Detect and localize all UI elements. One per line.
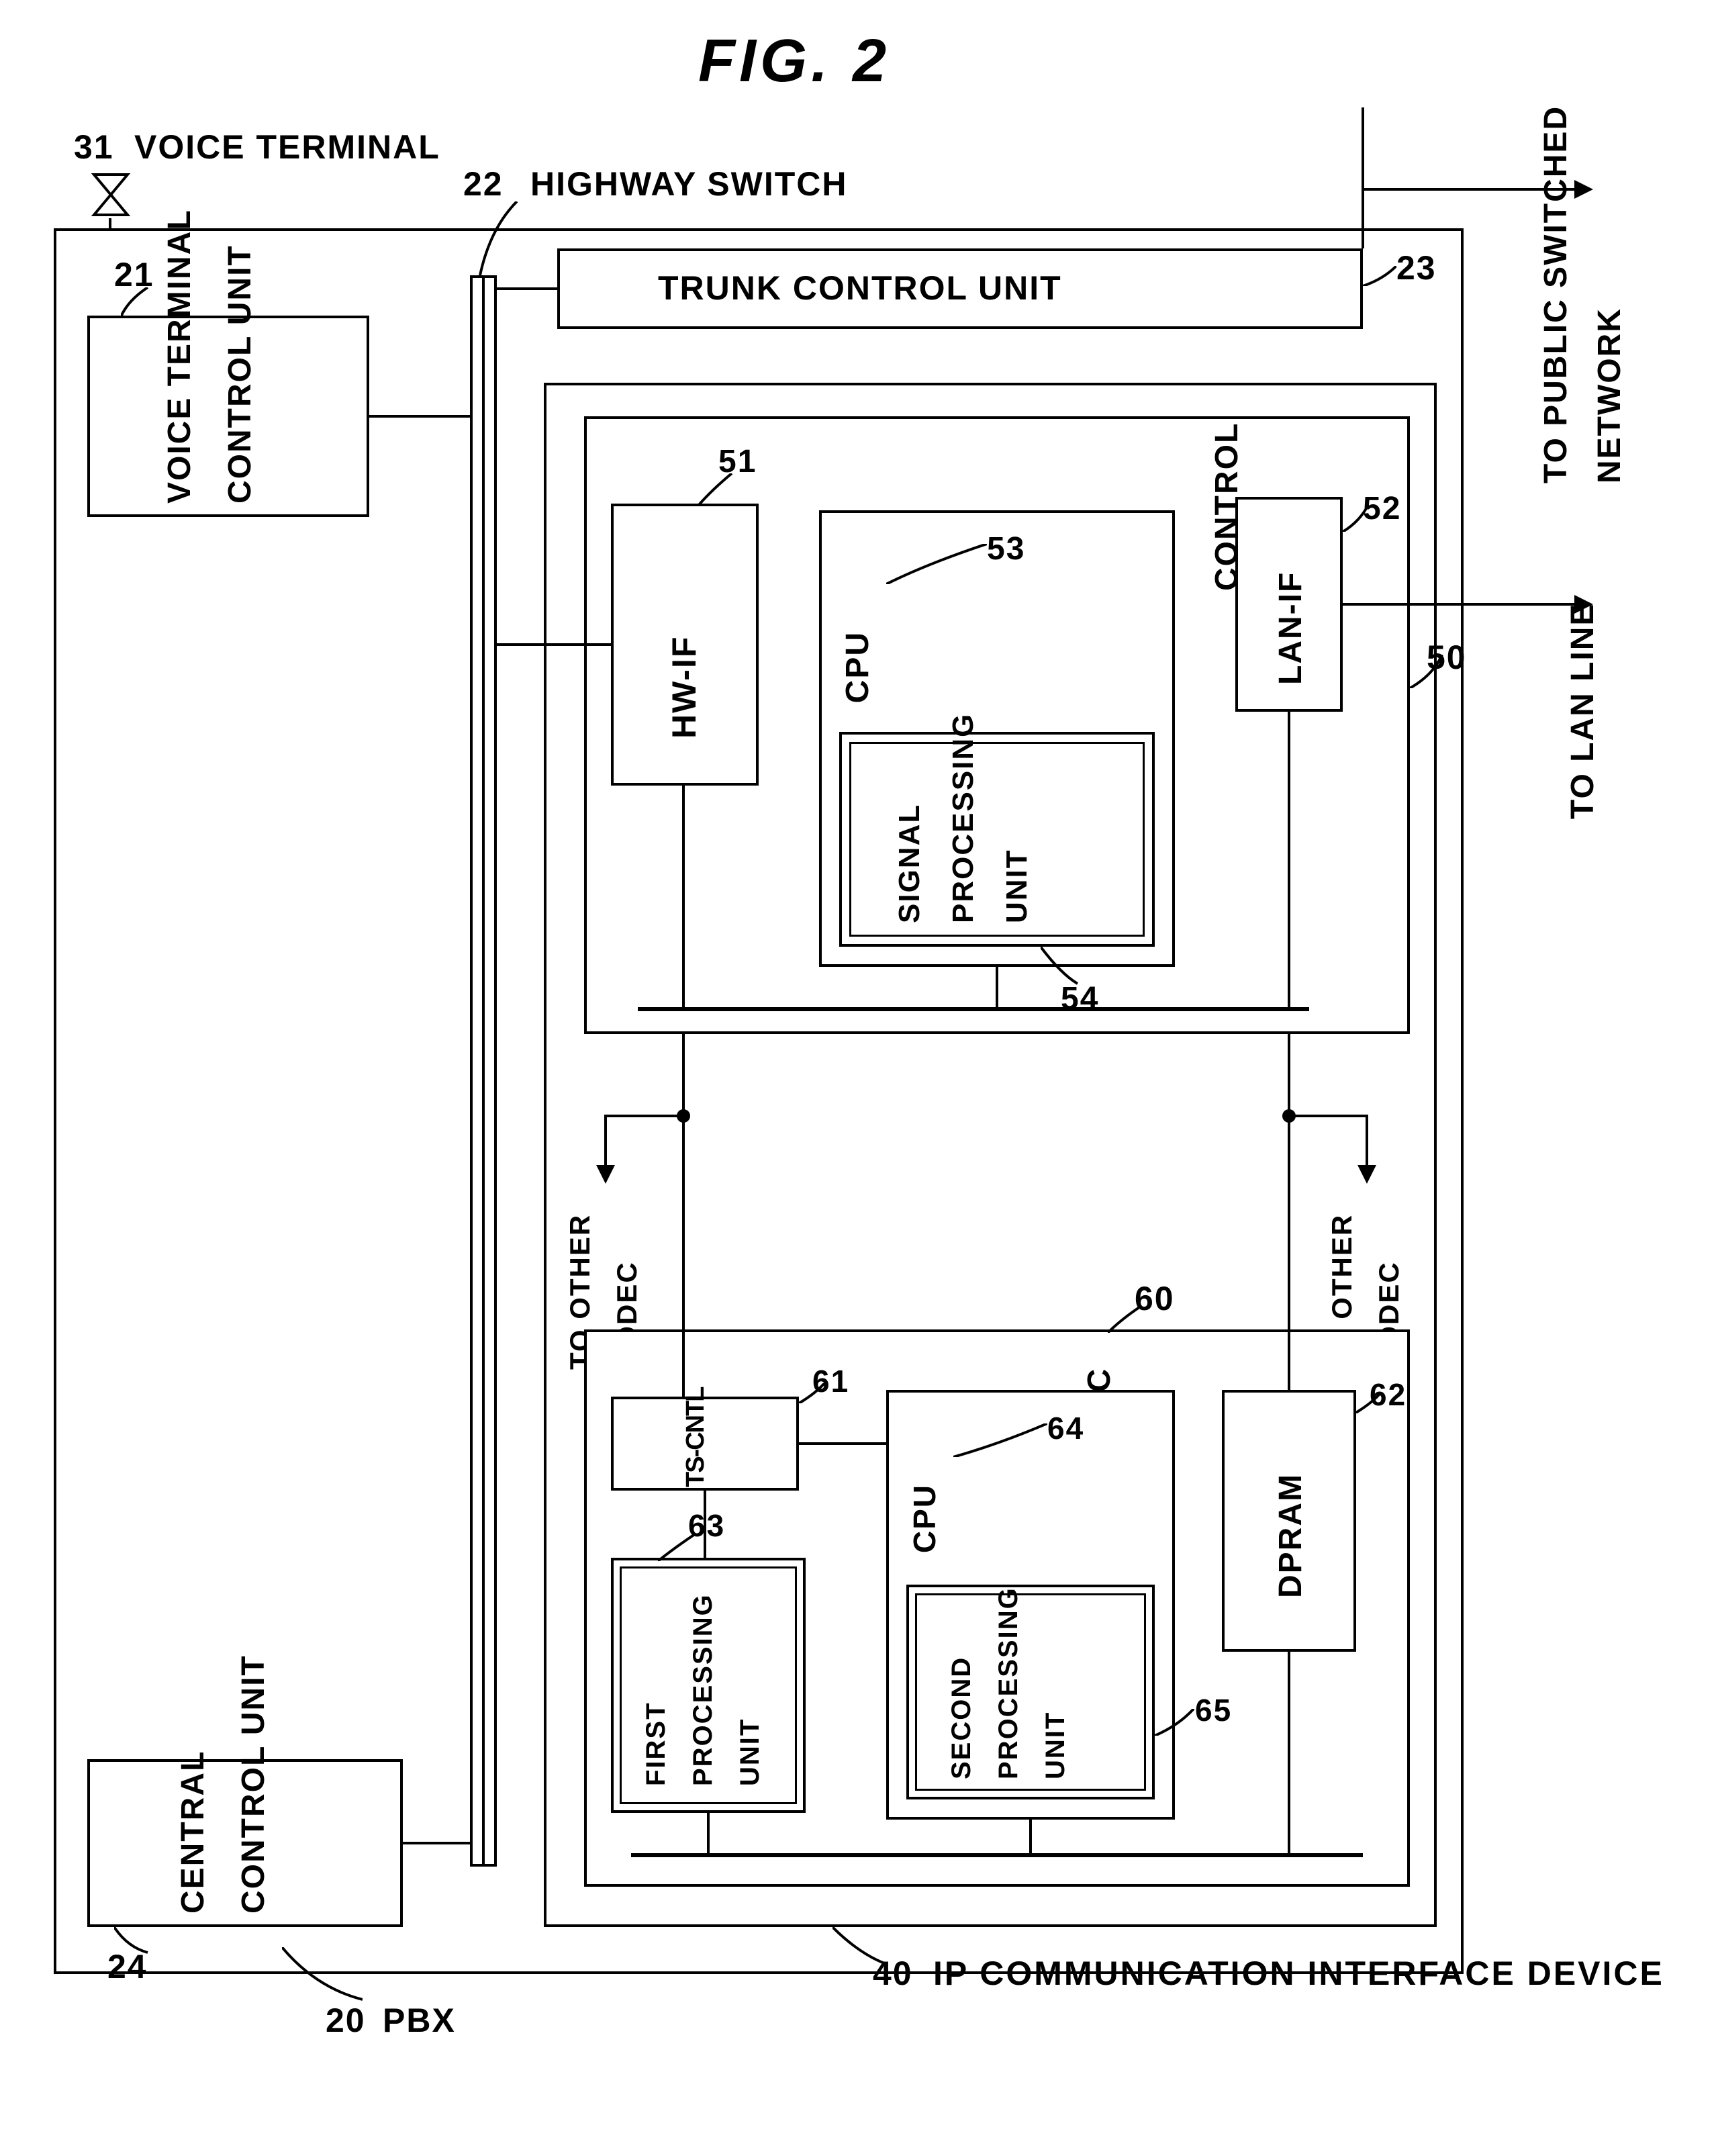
line-othercodec-l [604,1115,682,1117]
first-l2: PROCESSING [688,1585,718,1786]
hw-if-name: HW-IF [665,551,704,739]
stub-cpu53 [996,967,998,1007]
cpu64-leader [953,1423,1047,1457]
dpram-name: DPRAM [1272,1437,1309,1598]
first-l3: UNIT [735,1585,765,1786]
stub-lanif [1288,712,1290,1007]
vbus-left [682,1034,685,1329]
pbx-name: PBX [383,2001,456,2040]
line-othercodec-r [1290,1115,1368,1117]
lan-name: TO LAN LINE [1564,537,1601,819]
ts-cntl-name: TS-CNTL [681,1400,710,1487]
lan-if-name: LAN-IF [1272,524,1309,685]
ip-leader [832,1927,886,1967]
highway-switch-ref: 22 [463,165,504,203]
first-leader [658,1534,698,1561]
highway-switch-inner [482,275,485,1867]
cpu53-leader [886,544,987,584]
highway-switch-leader [477,201,530,275]
lan-if-leader [1343,505,1370,532]
line-vtcu-hwy [369,415,470,418]
pstn-l2: NETWORK [1591,81,1628,483]
cu50-leader [1410,655,1443,688]
figure-title: FIG. 2 [698,27,890,96]
arrow-othercodec-l [596,1165,615,1184]
sig-leader [1041,947,1081,987]
stub-hwif [682,786,685,1007]
first-l1: FIRST [641,1585,671,1786]
cpu53-ref: 53 [987,530,1025,567]
second-l3: UNIT [1041,1605,1071,1779]
vtcu-leader [121,287,161,317]
sig-l3: UNIT [1000,755,1034,923]
line-trunk-pstn-v [1362,107,1364,248]
bus-codec [631,1853,1363,1857]
line-trunk-hwy [497,287,557,290]
voice-terminal-name: VOICE TERMINAL [134,128,440,167]
second-l2: PROCESSING [994,1605,1024,1779]
vtcu-l2: CONTROL UNIT [222,329,258,504]
vbus-right [1288,1034,1290,1329]
arrow-othercodec-r [1357,1165,1376,1184]
vtcu-l1: VOICE TERMINAL [161,329,198,504]
dpram-leader [1355,1393,1382,1413]
arrow-pstn [1574,180,1593,199]
hw-if-leader [698,473,738,506]
cpu64-ref: 64 [1047,1410,1084,1446]
stub-dpram-down [1288,1652,1290,1853]
figure-root: FIG. 2 31 VOICE TERMINAL 20 PBX 22 HIGHW… [27,27,1689,2129]
pstn-l1: TO PUBLIC SWITCHED [1537,81,1574,483]
trunk-name: TRUNK CONTROL UNIT [658,269,1062,308]
second-leader [1155,1709,1195,1736]
ccu-leader [114,1927,154,1954]
line-hwif-hwy [497,643,611,646]
second-l1: SECOND [947,1605,977,1779]
sig-l2: PROCESSING [947,755,980,923]
line-lan-h [1343,603,1578,606]
highway-switch-name: HIGHWAY SWITCH [530,165,847,203]
line-othercodec-r-v [1366,1115,1368,1168]
second-ref: 65 [1195,1692,1232,1728]
line-othercodec-l-v [604,1115,607,1168]
cpu53-name: CPU [839,631,876,703]
pbx-ref: 20 [326,2001,366,2040]
ts-cntl-leader [799,1383,826,1403]
bus-cu50 [638,1007,1309,1011]
voice-terminal-ref: 31 [74,128,114,167]
ccu-l2: CONTROL UNIT [235,1773,272,1914]
trunk-ref: 23 [1396,248,1437,287]
sig-l1: SIGNAL [893,755,926,923]
stub-first-down [707,1813,710,1853]
cpu64-name: CPU [906,1484,943,1553]
stub-cpu64-down [1029,1820,1032,1853]
voice-terminal-icon [91,171,131,218]
stub-tscntl [682,1329,685,1397]
trunk-leader [1363,266,1396,286]
pbx-leader [282,1947,363,2001]
line-tscntl-first-h [799,1442,886,1445]
stub-dpram [1288,1329,1290,1390]
ip-name: IP COMMUNICATION INTERFACE DEVICE [933,1954,1664,1993]
line-ccu-hwy [403,1842,470,1844]
codec-leader [1108,1306,1148,1333]
stub-first [704,1491,706,1558]
ccu-l1: CENTRAL [175,1773,211,1914]
